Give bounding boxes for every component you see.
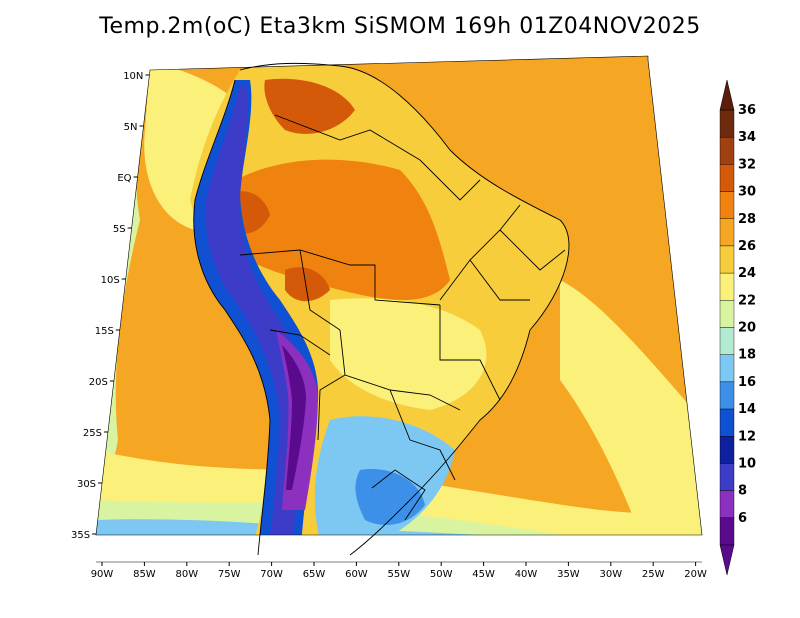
lat-tick-label: 10N: [123, 71, 143, 82]
lon-tick-label: 25W: [642, 569, 665, 580]
colorbar-swatch: [719, 408, 735, 437]
field-deep-south: [355, 469, 425, 525]
colorbar-label: 34: [738, 130, 756, 145]
lon-tick-label: 65W: [303, 569, 326, 580]
field-andes-peak: [282, 345, 306, 490]
lat-tick-label: 25S: [83, 428, 102, 439]
colorbar-label: 16: [738, 375, 756, 390]
lat-tick-label: 30S: [77, 479, 96, 490]
colorbar: 36 34 32 30 28 26 24 22 20 18 16 14 12 10 8 6: [719, 79, 756, 576]
colorbar-swatch: [719, 191, 735, 219]
lon-tick-label: 20W: [684, 569, 707, 580]
lat-tick-label: 5S: [113, 224, 126, 235]
colorbar-swatch: [719, 517, 735, 546]
lat-tick-label: EQ: [117, 173, 131, 184]
colorbar-swatch: [719, 436, 735, 464]
political-borders: [193, 62, 570, 556]
field-hot-sw: [285, 267, 330, 302]
colorbar-swatch: [719, 463, 735, 491]
colorbar-label: 28: [738, 212, 756, 227]
field-hot-north: [264, 78, 355, 134]
colorbar-label: 32: [738, 157, 756, 172]
colorbar-swatch: [719, 300, 735, 328]
colorbar-swatch: [719, 136, 735, 165]
lon-tick-label: 70W: [260, 569, 283, 580]
field-north-cool: [144, 62, 245, 230]
colorbar-label: 6: [738, 511, 747, 526]
colorbar-swatch: [719, 381, 735, 410]
lon-tick-label: 35W: [557, 569, 580, 580]
colorbar-swatch: [719, 327, 735, 355]
longitude-axis: 90W 85W 80W 75W 70W 65W 60W 55W 50W 45W 40W 35W 30W 2…: [91, 561, 707, 580]
lon-tick-label: 85W: [133, 569, 156, 580]
lat-tick-label: 15S: [95, 326, 114, 337]
colorbar-swatch: [719, 490, 735, 519]
lon-tick-label: 75W: [218, 569, 241, 580]
lat-tick-label: 5N: [124, 122, 138, 133]
colorbar-label: 14: [738, 402, 756, 417]
colorbar-top-arrow: [719, 79, 735, 111]
colorbar-swatch: [719, 272, 735, 301]
colorbar-label: 12: [738, 429, 756, 444]
lon-tick-label: 60W: [345, 569, 368, 580]
domain-outline: [95, 55, 703, 536]
field-andes-mid: [205, 85, 306, 535]
temperature-field: [96, 56, 702, 535]
colorbar-label: 8: [738, 484, 747, 499]
colorbar-swatch: [719, 245, 735, 274]
colorbar-label: 18: [738, 348, 756, 363]
colorbar-bottom-arrow: [719, 544, 735, 576]
field-cool-central: [330, 298, 487, 410]
colorbar-label: 36: [738, 103, 756, 118]
lat-tick-label: 20S: [89, 377, 108, 388]
colorbar-label: 30: [738, 185, 756, 200]
field-ne-cool: [560, 280, 702, 535]
colorbar-swatch: [719, 218, 735, 247]
field-warm-interior: [220, 159, 450, 300]
lon-tick-label: 55W: [387, 569, 410, 580]
lon-tick-label: 80W: [175, 569, 198, 580]
colorbar-label: 24: [738, 266, 756, 281]
colorbar-swatch: [719, 164, 735, 192]
lon-tick-label: 45W: [472, 569, 495, 580]
colorbar-swatch: [719, 109, 735, 138]
lat-tick-label: 10S: [101, 275, 120, 286]
colorbar-label: 22: [738, 293, 756, 308]
colorbar-label: 26: [738, 239, 756, 254]
lon-tick-label: 30W: [599, 569, 622, 580]
lon-tick-label: 90W: [91, 569, 114, 580]
lat-tick-label: 35S: [71, 530, 90, 541]
map-title: Temp.2m(oC) Eta3km SiSMOM 169h 01Z04NOV2…: [99, 14, 701, 39]
colorbar-label: 20: [738, 321, 756, 336]
latitude-axis: 10N 5N EQ 5S 10S 15S 20S 25S 30S 35S: [71, 71, 150, 541]
colorbar-label: 10: [738, 456, 756, 471]
colorbar-swatch: [719, 354, 735, 383]
lon-tick-label: 50W: [430, 569, 453, 580]
lon-tick-label: 40W: [515, 569, 538, 580]
